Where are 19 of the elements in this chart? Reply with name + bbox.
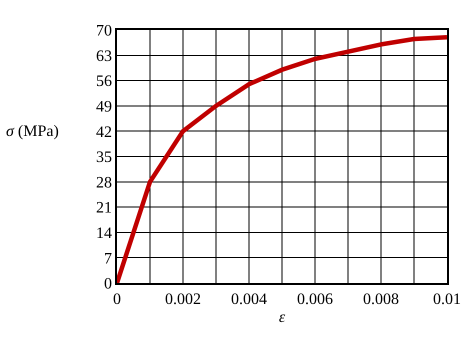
y-tick-label: 21: [96, 200, 112, 217]
y-tick-label: 70: [96, 22, 112, 40]
x-tick-label: 0.002: [165, 290, 201, 308]
y-tick-label: 35: [96, 149, 112, 166]
x-tick-label: 0.006: [297, 290, 333, 308]
y-tick-label: 56: [96, 73, 112, 90]
x-tick-label: 0.01: [433, 290, 461, 308]
y-tick-label: 7: [104, 250, 112, 268]
y-tick-label: 28: [96, 174, 112, 192]
x-axis-title: ε: [278, 309, 286, 326]
y-tick-label: 0: [104, 276, 112, 293]
y-tick-label: 42: [96, 124, 112, 141]
y-tick-label: 14: [96, 225, 112, 242]
y-axis-title: σ (MPa): [6, 123, 59, 140]
y-tick-label: 49: [96, 98, 112, 116]
y-tick-label: 63: [96, 48, 112, 65]
x-tick-label: 0.004: [231, 290, 267, 308]
line-series: [117, 34, 447, 283]
x-tick-label: 0.008: [363, 290, 399, 308]
